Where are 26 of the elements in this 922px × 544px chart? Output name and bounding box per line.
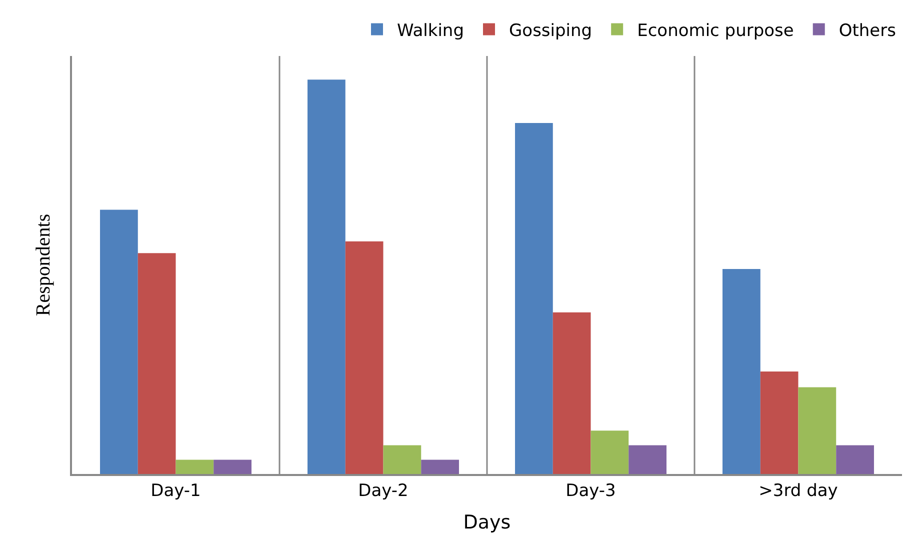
bar <box>214 460 252 474</box>
bar <box>345 241 384 474</box>
bar <box>628 445 666 474</box>
legend-label: Economic purpose <box>637 20 794 41</box>
legend-label: Others <box>838 20 896 41</box>
bar <box>590 430 629 474</box>
x-tick-label: Day-1 <box>150 481 201 502</box>
bar <box>760 371 798 474</box>
x-tick-label: >3rd day <box>758 481 838 502</box>
x-tick-label: Day-2 <box>358 481 408 502</box>
bar <box>515 123 553 474</box>
bar <box>552 312 591 474</box>
x-axis-title: Days <box>463 511 511 534</box>
legend-label: Gossiping <box>509 20 592 41</box>
bar <box>176 460 214 474</box>
bar <box>421 460 459 474</box>
legend-label: Walking <box>397 20 464 41</box>
bar <box>308 80 346 474</box>
bar <box>100 210 138 474</box>
y-axis-title: Respondents <box>32 214 54 316</box>
bar <box>798 387 836 474</box>
bar <box>383 445 422 474</box>
bar <box>722 268 760 474</box>
x-tick-label: Day-3 <box>566 481 616 502</box>
bar <box>138 253 176 474</box>
bar <box>836 445 874 474</box>
